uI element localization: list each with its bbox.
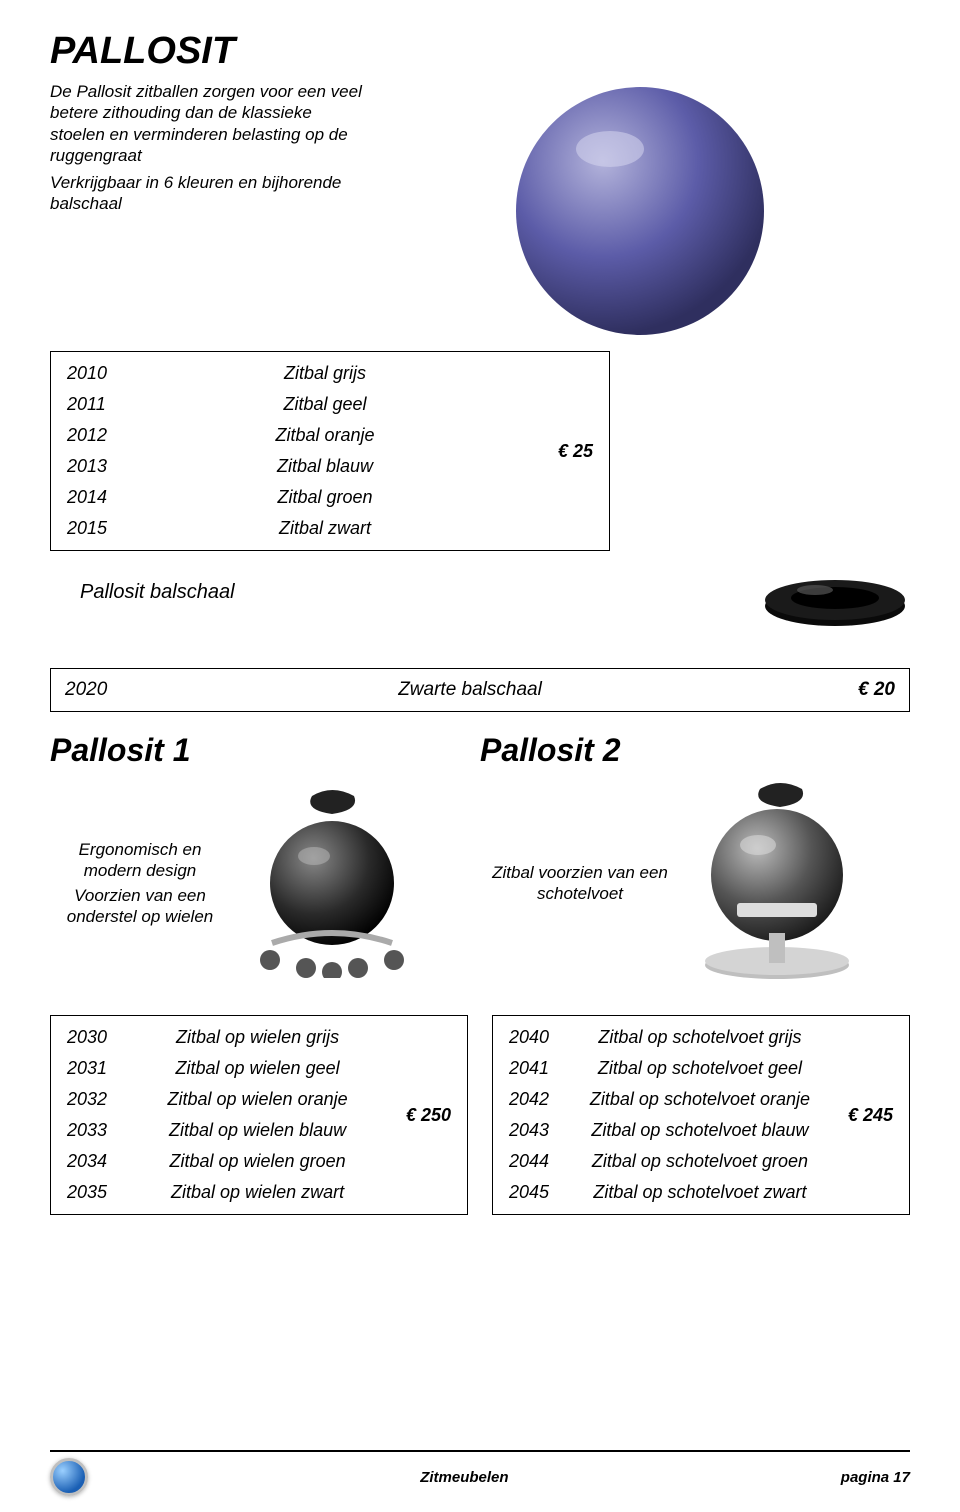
variant-id: 2013 [65,451,135,482]
variant-name: Zitbal zwart [135,513,515,544]
variant-name: Zitbal op wielen geel [126,1053,390,1084]
intro-block: De Pallosit zitballen zorgen voor een ve… [50,81,370,341]
variant-id: 2030 [65,1022,126,1053]
pallosit1-box: 2030 Zitbal op wielen grijs € 250 2031 Z… [50,1015,468,1215]
variant-id: 2042 [507,1084,567,1115]
variant-name: Zitbal blauw [135,451,515,482]
variant-id: 2045 [507,1177,567,1208]
variant-name: Zitbal op schotelvoet blauw [567,1115,834,1146]
ball-chair-dish-icon [682,783,872,983]
variant-name: Zitbal op schotelvoet geel [567,1053,834,1084]
variant-id: 2031 [65,1053,126,1084]
variant-id: 2043 [507,1115,567,1146]
footer-right: pagina 17 [841,1469,910,1486]
variant-name: Zitbal op wielen grijs [126,1022,390,1053]
table-row: 2010 Zitbal grijs € 25 [65,358,595,389]
page-footer: Zitmeubelen pagina 17 [50,1450,910,1496]
variant-name: Zitbal op wielen blauw [126,1115,390,1146]
pallosit1-block: Ergonomisch en modern design Voorzien va… [50,783,470,983]
globe-icon [50,1458,88,1496]
intro-line-2: Verkrijgbaar in 6 kleuren en bijhorende … [50,172,370,215]
variant-id: 2012 [65,420,135,451]
variant-id: 2011 [65,389,135,420]
pallosit1-desc-line2: Voorzien van een onderstel op wielen [50,885,230,928]
variant-id: 2044 [507,1146,567,1177]
variant-id: 2034 [65,1146,126,1177]
variant-name: Zitbal op wielen oranje [126,1084,390,1115]
variant-name: Zitbal oranje [135,420,515,451]
variant-price: € 245 [833,1022,895,1208]
variant-name: Zitbal groen [135,482,515,513]
ball-chair-wheels-icon [242,788,422,978]
footer-center: Zitmeubelen [88,1469,841,1486]
variant-id: 2014 [65,482,135,513]
variant-id: 2032 [65,1084,126,1115]
variant-name: Zitbal op schotelvoet zwart [567,1177,834,1208]
variant-id: 2041 [507,1053,567,1084]
pallosit2-desc: Zitbal voorzien van een schotelvoet [490,862,670,905]
variant-name: Zitbal op wielen groen [126,1146,390,1177]
pallosit1-title: Pallosit 1 [50,732,480,769]
pallosit2-block: Zitbal voorzien van een schotelvoet [490,783,910,983]
variant-id: 2015 [65,513,135,544]
variant-price: € 250 [389,1022,453,1208]
ball-dish-icon [760,568,910,628]
variant-id: 2035 [65,1177,126,1208]
balschaal-box: 2020 Zwarte balschaal € 20 [50,668,910,712]
variant-id: 2010 [65,358,135,389]
table-row: 2040 Zitbal op schotelvoet grijs € 245 [507,1022,895,1053]
balschaal-name: Zwarte balschaal [135,679,805,701]
variant-name: Zitbal geel [135,389,515,420]
intro-line-1: De Pallosit zitballen zorgen voor een ve… [50,81,370,166]
balschaal-price: € 20 [805,679,895,701]
pallosit1-desc-line1: Ergonomisch en modern design [50,839,230,882]
table-row: 2030 Zitbal op wielen grijs € 250 [65,1022,453,1053]
variant-name: Zitbal op schotelvoet groen [567,1146,834,1177]
variant-name: Zitbal op schotelvoet grijs [567,1022,834,1053]
variant-name: Zitbal op schotelvoet oranje [567,1084,834,1115]
pallosit1-desc: Ergonomisch en modern design Voorzien va… [50,839,230,928]
variant-name: Zitbal grijs [135,358,515,389]
variant-id: 2033 [65,1115,126,1146]
variant-price: € 25 [515,358,595,544]
variant-name: Zitbal op wielen zwart [126,1177,390,1208]
pallosit2-box: 2040 Zitbal op schotelvoet grijs € 245 2… [492,1015,910,1215]
page-title: PALLOSIT [50,30,910,73]
pallosit2-title: Pallosit 2 [480,732,910,769]
balschaal-id: 2020 [65,679,135,701]
color-variants-box: 2010 Zitbal grijs € 25 2011 Zitbal geel … [50,351,610,551]
hero-image-wrap [370,81,910,341]
variant-id: 2040 [507,1022,567,1053]
exercise-ball-icon [510,81,770,341]
